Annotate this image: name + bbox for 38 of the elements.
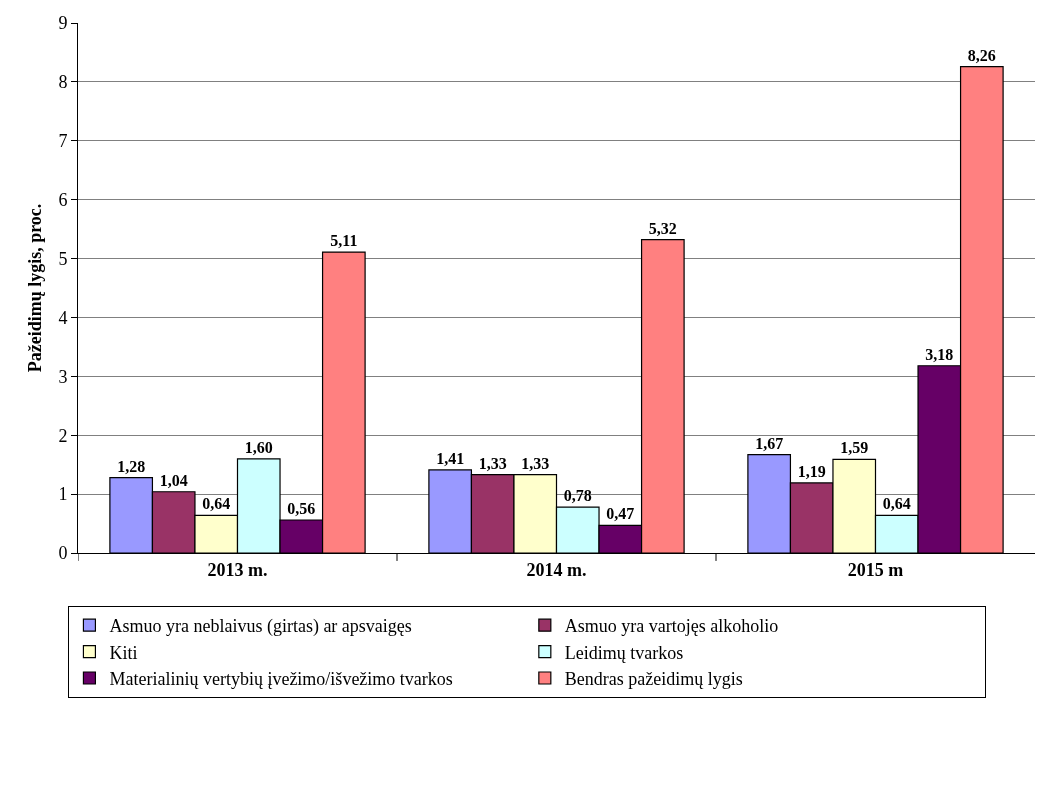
y-tick-label: 5 [58,248,68,269]
data-label: 5,11 [330,232,358,250]
data-label: 0,78 [563,487,592,505]
y-tick-label: 7 [58,131,68,152]
data-label: 1,19 [797,462,826,480]
y-tick-label: 2 [58,425,68,446]
y-tick-label: 4 [58,307,68,328]
legend-label: Bendras pažeidimų lygis [564,669,743,690]
data-label: 0,47 [606,505,635,523]
data-label: 1,04 [159,471,188,489]
data-label: 1,59 [840,439,869,457]
data-label: 0,56 [287,500,316,518]
legend-label: Asmuo yra vartojęs alkoholio [564,616,779,637]
data-label: 1,60 [244,438,273,456]
data-label: 0,64 [202,495,231,513]
x-tick-label: 2013 m. [207,559,268,580]
legend-label: Asmuo yra neblaivus (girtas) ar apsvaigęs [109,616,412,638]
data-label: 5,32 [648,219,677,237]
data-label: 1,41 [436,449,465,467]
y-tick-label: 9 [58,13,68,34]
legend-label: Kiti [109,642,138,663]
data-label: 8,26 [967,46,996,64]
y-tick-label: 3 [58,366,68,387]
data-label: 1,28 [117,457,146,475]
y-tick-label: 8 [58,72,68,93]
data-label: 0,64 [882,495,911,513]
data-label: 1,33 [521,454,550,472]
data-label: 1,33 [478,454,507,472]
legend-label: Materialinių vertybių įvežimo/išvežimo tvarkos [109,669,453,690]
y-tick-label: 1 [58,484,68,505]
legend-label: Leidimų tvarkos [564,642,684,663]
data-label: 1,67 [755,434,784,452]
y-axis-title: Pažeidimų lygis, proc. [24,203,45,373]
y-tick-label: 0 [58,543,68,564]
data-label: 3,18 [925,345,954,363]
x-tick-label: 2014 m. [526,559,587,580]
y-tick-label: 6 [58,189,68,210]
x-tick-label: 2015 m [847,559,904,580]
